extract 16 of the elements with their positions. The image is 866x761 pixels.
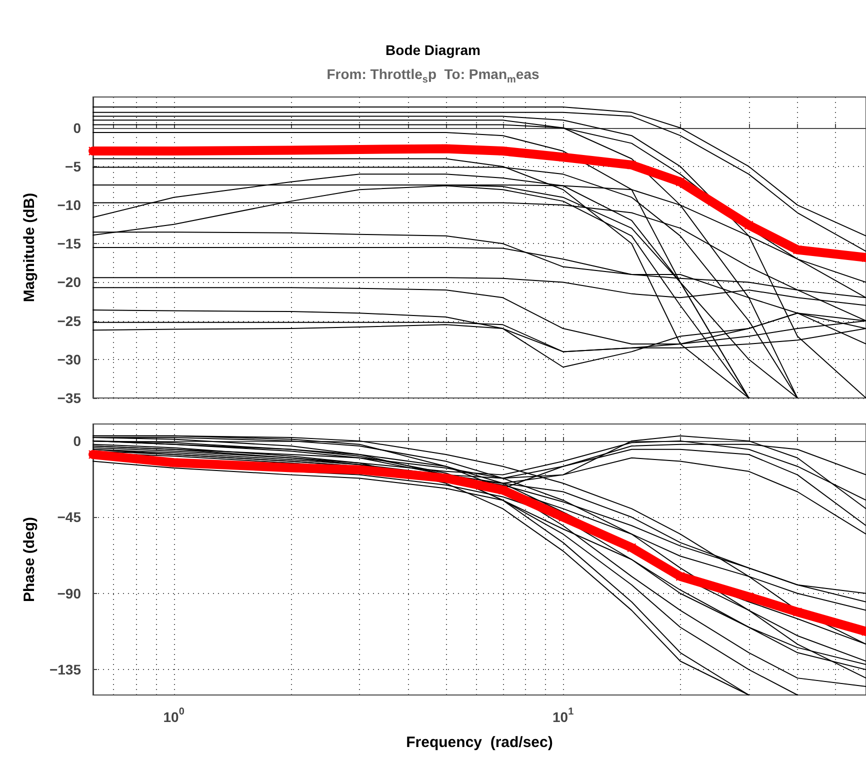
y-tick-label: −30 [57, 351, 82, 368]
y-tick-label: −5 [65, 158, 82, 174]
y-tick-label: 0 [73, 120, 82, 136]
y-tick-label: −135 [49, 662, 82, 678]
y-tick-label: −10 [57, 197, 82, 214]
chart-title: Bode Diagram [386, 42, 480, 58]
y-axis-title: Phase (deg) [21, 516, 38, 602]
y-tick-label: −20 [57, 274, 82, 290]
y-tick-label: −45 [57, 509, 82, 526]
y-tick-label: −35 [57, 390, 82, 406]
y-tick-label: −90 [57, 585, 82, 602]
y-axis-title: Magnitude (dB) [21, 192, 38, 302]
y-tick-label: 0 [73, 432, 82, 449]
y-tick-label: −15 [57, 236, 82, 252]
y-tick-label: −25 [57, 312, 82, 329]
x-axis-title: Frequency (rad/sec) [406, 734, 553, 751]
